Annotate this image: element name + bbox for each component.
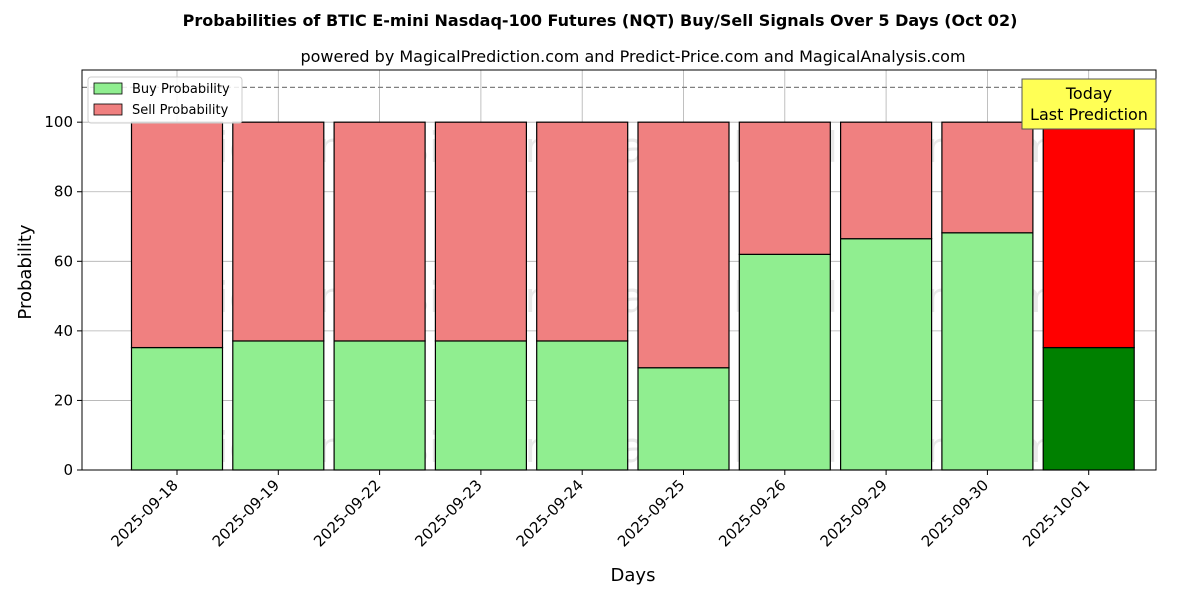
annotation-line2: Last Prediction <box>1030 105 1148 124</box>
y-tick-label: 40 <box>54 322 73 340</box>
legend-swatch-buy <box>93 82 123 95</box>
bar-sell-2025-09-29 <box>839 121 933 240</box>
y-axis: 0 20 40 60 80 100 <box>44 113 82 479</box>
bar-sell-2025-09-18 <box>130 121 224 349</box>
x-tick-label: 2025-09-30 <box>918 476 992 550</box>
x-tick-label: 2025-10-01 <box>1019 476 1093 550</box>
x-tick-label: 2025-09-24 <box>513 476 587 550</box>
x-axis-label: Days <box>611 565 656 586</box>
chart-subtitle: powered by MagicalPrediction.com and Pre… <box>300 47 965 66</box>
bar-buy-2025-09-30 <box>941 232 1034 471</box>
legend-label-sell: Sell Probability <box>132 103 229 118</box>
bar-buy-2025-09-25 <box>637 367 730 471</box>
plot-frame <box>81 69 1157 471</box>
x-axis: 2025-09-18 2025-09-19 2025-09-22 2025-09-23… <box>107 470 1094 550</box>
x-tick-label: 2025-09-29 <box>817 476 891 550</box>
bar-buy-2025-09-22 <box>333 340 426 471</box>
legend-label-buy: Buy Probability <box>132 82 230 97</box>
x-tick-label: 2025-09-19 <box>209 476 283 550</box>
bar-sell-2025-09-23 <box>434 121 527 342</box>
legend-swatch-sell <box>93 103 123 116</box>
legend-frame <box>87 76 243 124</box>
bar-sell-2025-09-25 <box>637 121 730 369</box>
x-tick-label: 2025-09-26 <box>715 476 789 550</box>
y-axis-label: Probability <box>15 224 36 319</box>
y-tick-label: 60 <box>54 252 73 270</box>
y-tick-label: 0 <box>63 461 73 479</box>
bar-buy-2025-09-18 <box>130 346 224 471</box>
bar-buy-2025-09-29 <box>839 238 933 471</box>
annotation-box <box>1021 78 1157 130</box>
bar-buy-2025-09-23 <box>434 340 527 471</box>
today-annotation: Today Last Prediction <box>1021 78 1157 130</box>
bar-sell-2025-09-24 <box>536 121 629 342</box>
bar-sell-2025-09-26 <box>738 121 831 255</box>
y-tick-label: 20 <box>54 391 73 409</box>
bar-buy-2025-09-26 <box>738 253 831 471</box>
x-tick-label: 2025-09-22 <box>310 476 384 550</box>
bar-buy-2025-09-19 <box>232 340 325 471</box>
x-tick-label: 2025-09-18 <box>107 476 181 550</box>
bar-sell-2025-09-22 <box>333 121 426 342</box>
x-tick-label: 2025-09-25 <box>614 476 688 550</box>
y-tick-label: 80 <box>54 183 73 201</box>
bar-sell-2025-10-01 <box>1042 121 1135 349</box>
annotation-line1: Today <box>1065 84 1112 103</box>
bar-buy-2025-10-01 <box>1042 346 1135 471</box>
bar-buy-2025-09-24 <box>536 340 629 471</box>
legend: Buy Probability Sell Probability <box>87 76 243 124</box>
y-tick-label: 100 <box>44 113 73 131</box>
bar-sell-2025-09-30 <box>941 121 1034 234</box>
chart-title: Probabilities of BTIC E-mini Nasdaq-100 … <box>183 11 1018 30</box>
bars <box>130 121 1135 471</box>
x-tick-label: 2025-09-23 <box>411 476 485 550</box>
bar-sell-2025-09-19 <box>232 121 325 342</box>
